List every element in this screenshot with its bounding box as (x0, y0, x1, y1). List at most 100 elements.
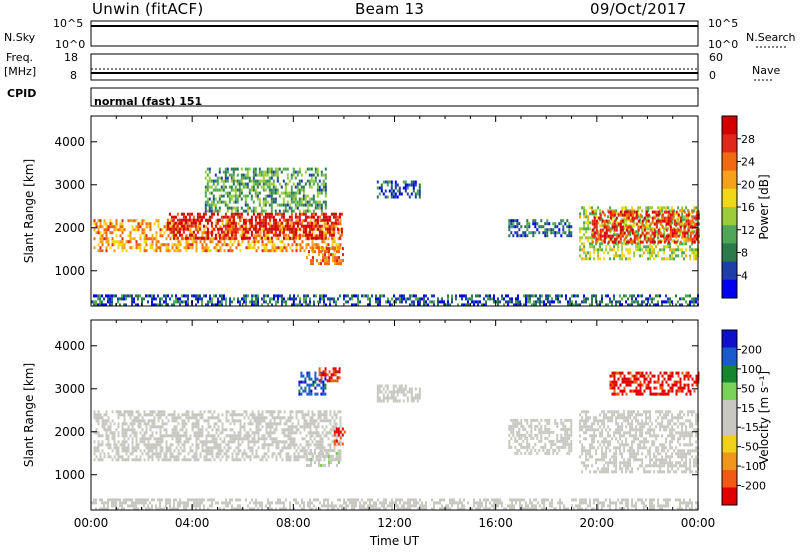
heatmap-cell (260, 170, 263, 174)
heatmap-cell (195, 425, 198, 429)
heatmap-cell (635, 234, 638, 238)
heatmap-cell (313, 234, 316, 238)
heatmap-cell (331, 458, 334, 462)
heatmap-cell (129, 422, 132, 426)
heatmap-cell (677, 254, 680, 258)
heatmap-cell (161, 449, 164, 453)
heatmap-cell (548, 222, 551, 226)
heatmap-cell (207, 303, 209, 307)
heatmap-cell (645, 240, 648, 244)
heatmap-cell (405, 297, 407, 301)
heatmap-cell (655, 230, 658, 234)
heatmap-cell (315, 222, 318, 226)
heatmap-cell (332, 370, 335, 374)
heatmap-cell (587, 251, 590, 255)
heatmap-cell (121, 231, 124, 235)
heatmap-cell (266, 170, 269, 174)
heatmap-cell (613, 240, 616, 244)
heatmap-cell (232, 176, 235, 180)
heatmap-cell (255, 416, 258, 420)
heatmap-cell (669, 300, 671, 304)
heatmap-cell (271, 452, 274, 456)
heatmap-cell (155, 240, 158, 244)
heatmap-cell (236, 215, 239, 219)
heatmap-cell (180, 212, 183, 216)
heatmap-cell (302, 374, 305, 378)
heatmap-cell (514, 436, 517, 440)
heatmap-cell (477, 300, 479, 304)
heatmap-cell (161, 437, 164, 441)
heatmap-cell (312, 209, 315, 213)
heatmap-cell (137, 222, 140, 226)
heatmap-cell (263, 294, 265, 298)
heatmap-cell (250, 215, 253, 219)
heatmap-cell (512, 234, 515, 238)
heatmap-cell (583, 227, 586, 231)
heatmap-cell (404, 180, 407, 184)
heatmap-cell (510, 430, 513, 434)
heatmap-cell (415, 297, 417, 301)
heatmap-cell (261, 303, 263, 307)
heatmap-cell (629, 257, 632, 261)
heatmap-cell (259, 231, 262, 235)
heatmap-cell (320, 173, 323, 177)
heatmap-cell (611, 210, 614, 214)
heatmap-cell (390, 183, 393, 187)
heatmap-cell (487, 297, 489, 301)
heatmap-cell (105, 413, 108, 417)
heatmap-cell (597, 206, 600, 210)
heatmap-cell (193, 425, 196, 429)
heatmap-cell (605, 248, 608, 252)
heatmap-cell (336, 218, 339, 222)
heatmap-cell (325, 410, 328, 414)
heatmap-cell (143, 437, 146, 441)
heatmap-cell (400, 192, 403, 196)
heatmap-cell (265, 300, 267, 304)
heatmap-cell (229, 428, 232, 432)
heatmap-cell (510, 436, 513, 440)
heatmap-cell (219, 452, 222, 456)
heatmap-cell (579, 303, 581, 307)
heatmap-cell (633, 212, 636, 216)
heatmap-cell (179, 303, 181, 307)
heatmap-cell (645, 297, 647, 301)
heatmap-cell (679, 233, 682, 237)
heatmap-cell (321, 437, 324, 441)
heatmap-cell (669, 245, 672, 249)
heatmap-cell (516, 225, 519, 229)
heatmap-cell (312, 173, 315, 177)
heatmap-cell (333, 237, 336, 241)
heatmap-cell (312, 197, 315, 201)
heatmap-cell (296, 188, 299, 192)
heatmap-cell (261, 240, 264, 244)
heatmap-cell (382, 393, 385, 397)
heatmap-cell (246, 236, 249, 240)
heatmap-cell (285, 452, 288, 456)
heatmap-cell (695, 251, 698, 255)
heatmap-cell (319, 419, 322, 423)
heatmap-cell (292, 191, 295, 195)
heatmap-cell (197, 428, 200, 432)
heatmap-cell (279, 422, 282, 426)
heatmap-cell (545, 294, 547, 298)
heatmap-cell (637, 233, 640, 237)
heatmap-cell (633, 254, 636, 258)
heatmap-cell (292, 200, 295, 204)
heatmap-cell (292, 173, 295, 177)
heatmap-cell (279, 294, 281, 298)
heatmap-cell (163, 413, 166, 417)
heatmap-cell (625, 213, 628, 217)
heatmap-cell (197, 431, 200, 435)
heatmap-cell (320, 373, 323, 377)
heatmap-cell (250, 185, 253, 189)
heatmap-cell (304, 182, 307, 186)
heatmap-cell (95, 225, 98, 229)
heatmap-cell (687, 225, 690, 229)
heatmap-cell (267, 222, 270, 226)
heatmap-cell (528, 231, 531, 235)
heatmap-cell (283, 416, 286, 420)
heatmap-cell (165, 297, 167, 301)
heatmap-cell (461, 297, 463, 301)
heatmap-cell (233, 413, 236, 417)
heatmap-cell (287, 425, 290, 429)
